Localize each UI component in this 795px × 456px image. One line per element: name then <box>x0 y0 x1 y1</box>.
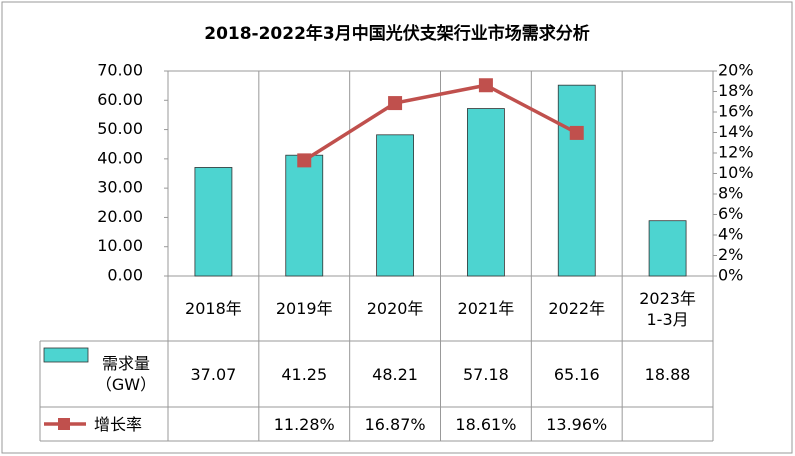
y2-tick-label: 4% <box>718 225 743 244</box>
y2-tick-label: 18% <box>718 81 754 100</box>
y2-tick-label: 6% <box>718 204 743 223</box>
bar <box>467 108 505 277</box>
bar <box>194 167 233 277</box>
y2-tick-label: 12% <box>718 143 754 162</box>
y-tick-label: 50.00 <box>97 119 143 138</box>
y-tick-label: 60.00 <box>97 90 143 109</box>
legend-label: 增长率 <box>93 414 142 434</box>
table-value: 65.16 <box>553 364 600 384</box>
table-value: 18.61% <box>455 414 517 434</box>
x-tick-label: 2022年 <box>548 299 606 318</box>
line <box>303 83 578 162</box>
marker <box>297 153 312 168</box>
y-tick-label: 10.00 <box>97 236 143 255</box>
y-tick-label: 0.00 <box>107 266 143 285</box>
table-value: 18.88 <box>644 364 691 384</box>
bar <box>285 154 324 277</box>
y-tick-label: 40.00 <box>97 148 143 167</box>
table-value: 37.07 <box>190 364 237 384</box>
bar <box>648 220 687 277</box>
table-value: 57.18 <box>463 364 509 384</box>
table-value: 11.28% <box>273 414 335 434</box>
y2-tick-label: 16% <box>718 102 754 121</box>
table-value: 48.21 <box>372 364 418 384</box>
table-value: 41.25 <box>281 364 328 384</box>
y2-tick-label: 0% <box>718 266 743 285</box>
table-value: 16.87% <box>364 414 426 434</box>
marker <box>478 78 493 93</box>
legend-swatch <box>58 418 70 430</box>
bar <box>376 134 414 277</box>
y-tick-label: 30.00 <box>97 178 143 197</box>
y-tick-label: 20.00 <box>97 207 143 226</box>
y2-tick-label: 20% <box>718 61 754 80</box>
x-tick-label: 2019年 <box>275 299 333 318</box>
x-tick-label: 2021年 <box>457 299 515 318</box>
y2-tick-label: 10% <box>718 163 754 182</box>
y-tick-label: 70.00 <box>97 61 143 80</box>
table-value: 13.96% <box>546 414 608 434</box>
x-tick-label: 2018年 <box>185 299 242 318</box>
y2-tick-label: 2% <box>718 245 743 264</box>
x-tick-label: 2020年 <box>366 299 424 318</box>
marker <box>569 125 584 140</box>
bar <box>557 84 596 277</box>
marker <box>388 96 403 111</box>
x-tick-label: 2023年 1-3月 <box>639 288 696 329</box>
chart-title: 2018-2022年3月中国光伏支架行业市场需求分析 <box>204 23 590 44</box>
legend-label: 需求量 （GW） <box>95 354 157 394</box>
y2-tick-label: 14% <box>718 122 754 141</box>
legend-swatch <box>43 347 89 363</box>
y2-tick-label: 8% <box>718 184 743 203</box>
